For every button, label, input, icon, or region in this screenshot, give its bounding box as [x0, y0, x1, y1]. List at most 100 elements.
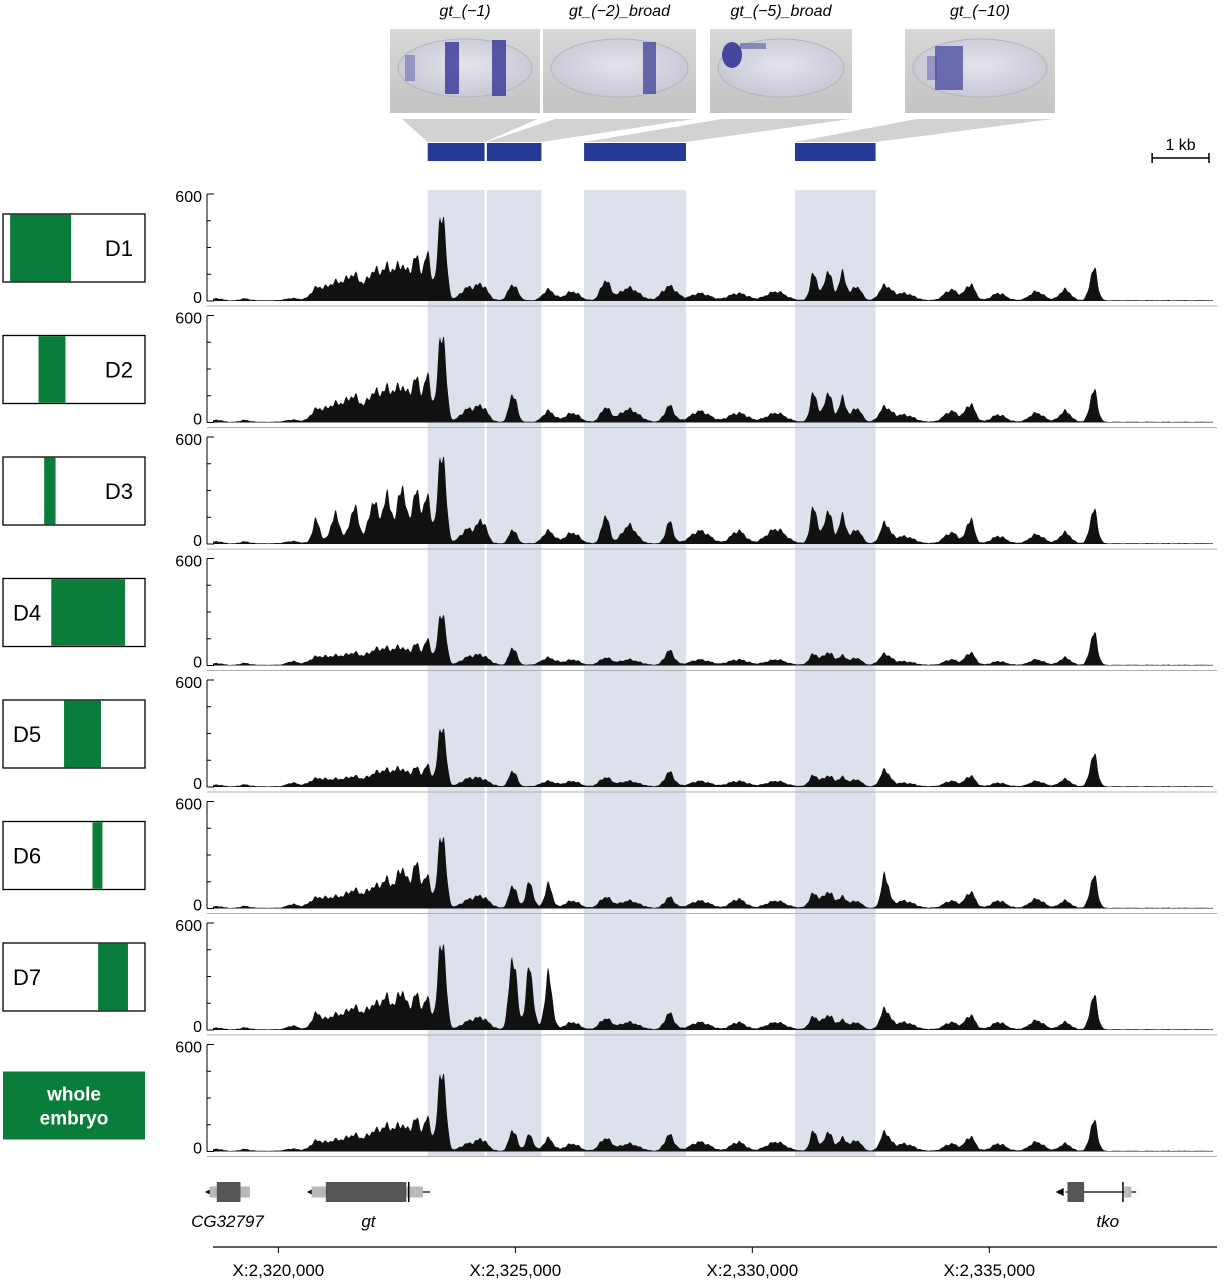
enhancer-label: gt_(−10) [950, 3, 1010, 20]
highlight-separator [484, 190, 487, 1157]
y-min-label: 0 [193, 533, 202, 550]
enhancer-highlight-column [794, 190, 876, 1157]
y-min-label: 0 [193, 898, 202, 915]
gene-tko: tko [1055, 1182, 1137, 1231]
enhancer-region-bar [794, 143, 876, 161]
stain-stripe [405, 55, 415, 81]
domain-band [38, 336, 66, 403]
domain-band [64, 700, 101, 768]
enhancer-label: gt_(−1) [439, 3, 490, 20]
track-D7: 600 0 [175, 918, 1217, 1036]
domain-label: D7 [13, 965, 41, 990]
zoom-connector [584, 119, 850, 142]
enhancer-panel: gt_(−10) [794, 3, 1055, 161]
enhancer-panel: gt_(−5)_broad [584, 3, 852, 161]
gene-utr [1124, 1186, 1132, 1198]
domain-label-line: whole [46, 1085, 101, 1106]
y-max-label: 600 [175, 432, 202, 449]
strand-arrow-icon [1055, 1188, 1064, 1196]
zoom-connector [486, 119, 694, 142]
domain-label: D6 [13, 844, 41, 869]
y-min-label: 0 [193, 776, 202, 793]
domain-band [92, 822, 103, 889]
signal-area [213, 837, 1213, 909]
x-tick-label: X:2,320,000 [233, 1261, 325, 1280]
stain-stripe [445, 42, 459, 94]
enhancer-region-bar [427, 143, 485, 161]
domain-band [98, 943, 128, 1011]
gene-CG32797: CG32797 [191, 1182, 264, 1231]
track-D3: 600 0 [175, 432, 1217, 550]
track-whole: 600 0 [175, 1040, 1217, 1158]
stain-stripe [927, 56, 937, 80]
gene-models: CG32797 gt tko [191, 1182, 1137, 1231]
embryo-body [397, 38, 533, 98]
gene-utr [311, 1186, 326, 1198]
gene-name: tko [1096, 1212, 1119, 1231]
enhancer-header: gt_(−1) gt_(−2)_broad gt_(−5)_broad gt_(−10… [390, 3, 1210, 163]
stain-stripe [643, 42, 656, 94]
domain-box [2, 820, 146, 891]
gene-name: gt [361, 1212, 376, 1231]
track-D1: 600 0 [175, 189, 1217, 307]
domain-label: D1 [105, 236, 133, 261]
enhancer-region-bar [584, 143, 686, 161]
enhancer-panel: gt_(−2)_broad [486, 3, 696, 161]
enhancer-label: gt_(−2)_broad [569, 3, 671, 20]
y-max-label: 600 [175, 797, 202, 814]
embryo-body [717, 38, 845, 98]
signal-tracks: 600 0 600 0 600 0 600 0 600 0 600 0 600 0 600 0 [175, 189, 1217, 1158]
signal-area [213, 944, 1213, 1030]
stain-cap [722, 42, 742, 68]
enhancer-highlight-column [584, 190, 686, 1157]
x-tick-label: X:2,325,000 [470, 1261, 562, 1280]
gene-utr [240, 1186, 250, 1198]
domain-legend: D1 D2 D3 D4 D5 D6 D7 whole embryo [2, 213, 146, 1140]
scale-bar-label: 1 kb [1165, 137, 1195, 154]
signal-area [213, 615, 1213, 666]
signal-area [213, 216, 1213, 301]
genomic-x-axis: X:2,320,000 X:2,325,000 X:2,330,000 X:2,335… [213, 1246, 1217, 1280]
signal-area [213, 336, 1213, 423]
embryo-body [550, 38, 689, 98]
track-D4: 600 0 [175, 554, 1217, 672]
signal-area [213, 456, 1213, 544]
enhancer-region-bar [486, 143, 542, 161]
gene-exon [1067, 1182, 1085, 1202]
zoom-connector [794, 119, 1053, 142]
y-max-label: 600 [175, 311, 202, 328]
stain-stripe [492, 40, 506, 96]
stain-stripe [935, 46, 963, 90]
track-D6: 600 0 [175, 797, 1217, 915]
domain-band [10, 214, 72, 282]
y-min-label: 0 [193, 655, 202, 672]
y-max-label: 600 [175, 1040, 202, 1057]
y-max-label: 600 [175, 918, 202, 935]
y-min-label: 0 [193, 1019, 202, 1036]
y-max-label: 600 [175, 554, 202, 571]
domain-label: D4 [13, 601, 41, 626]
enhancer-label: gt_(−5)_broad [731, 3, 833, 20]
gene-exon [216, 1182, 241, 1202]
enhancer-highlight-layer [427, 190, 876, 1157]
domain-label: D2 [105, 358, 133, 383]
x-tick-label: X:2,335,000 [943, 1261, 1035, 1280]
signal-area [213, 1073, 1213, 1152]
domain-label: whole embryo [40, 1085, 109, 1130]
gene-utr [406, 1186, 423, 1198]
domain-box-whole-embryo [3, 1071, 145, 1140]
domain-label: D3 [105, 479, 133, 504]
x-tick-label: X:2,330,000 [706, 1261, 798, 1280]
domain-box [2, 456, 146, 526]
gene-utr [209, 1186, 217, 1198]
zoom-connector [402, 119, 538, 142]
domain-label-line: embryo [40, 1109, 109, 1130]
gene-gt: gt [306, 1182, 431, 1231]
gene-exon [325, 1182, 407, 1202]
gene-name: CG32797 [191, 1212, 264, 1231]
track-D5: 600 0 [175, 675, 1217, 793]
domain-label: D5 [13, 722, 41, 747]
enhancer-panel: gt_(−1) [390, 3, 540, 161]
domain-band [44, 457, 56, 525]
